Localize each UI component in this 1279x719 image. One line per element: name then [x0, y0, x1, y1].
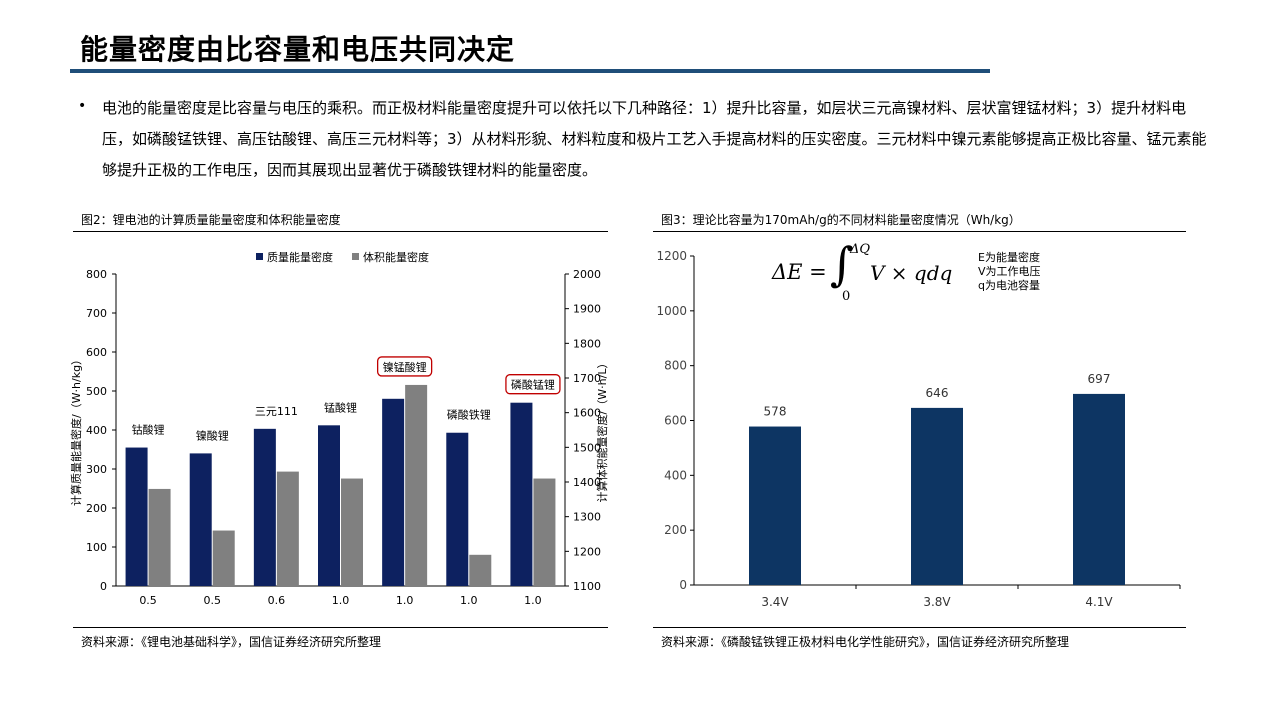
bar: [749, 426, 801, 585]
x-tick-label: 0.5: [203, 594, 221, 607]
y-tick-label: 1000: [656, 304, 687, 318]
formula-note: V为工作电压: [978, 265, 1041, 278]
material-label: 镍酸锂: [196, 428, 229, 442]
y-tick-label: 0: [679, 578, 687, 592]
y-axis-title: 计算质量能量密度/（W·h/kg）: [69, 354, 83, 506]
formula-lower-limit: 0: [842, 289, 851, 304]
formula-upper-limit: ΔQ: [850, 242, 871, 257]
legend-swatch: [256, 253, 263, 260]
x-tick-label: 1.0: [460, 594, 478, 607]
material-label: 磷酸锰锂: [511, 378, 555, 392]
formula-note: q为电池容量: [978, 279, 1040, 292]
y-tick-label: 400: [664, 468, 687, 482]
bar-mass-density: [446, 432, 469, 586]
material-label: 三元111: [255, 405, 298, 418]
bar-mass-density: [510, 402, 533, 586]
x-tick-label: 1.0: [524, 594, 542, 607]
formula-integrand: V × qdq: [870, 261, 953, 285]
y-tick-label: 400: [86, 424, 107, 437]
bar: [1073, 393, 1125, 585]
bar: [911, 407, 963, 585]
highlight-box: [505, 374, 561, 395]
x-tick-label: 1.0: [396, 594, 414, 607]
right-chart-caption: 图3：理论比容量为170mAh/g的不同材料能量密度情况（Wh/kg）: [661, 213, 1021, 227]
y2-tick-label: 1100: [573, 580, 601, 593]
left-chart-caption: 图2：锂电池的计算质量能量密度和体积能量密度: [81, 213, 341, 227]
highlight-box: [376, 356, 433, 377]
left-source-rule: [73, 627, 608, 628]
left-bar-chart: 0 100 200 300 400 500 600 700 800 1100 1200 1300 140…: [69, 250, 609, 607]
bar-volume-density: [533, 478, 556, 586]
x-tick-label: 3.4V: [761, 595, 789, 609]
bar-mass-density: [318, 425, 340, 586]
y2-tick-label: 1800: [573, 337, 601, 350]
material-label: 钴酸锂: [132, 423, 165, 437]
y2-axis-title: 计算体积能量密度/（W·h/L）: [595, 358, 609, 503]
y-tick-label: 600: [86, 346, 107, 359]
bar-volume-density: [405, 384, 428, 586]
formula-note: E为能量密度: [978, 251, 1040, 264]
right-bar-chart: 0 200 400 600 800 1000 1200 578 3.4V 646 3.8V 697 4.…: [656, 249, 1181, 609]
material-label: 镍锰酸锂: [383, 360, 427, 374]
formula-lhs: ΔE =: [772, 260, 834, 284]
y2-tick-label: 1600: [573, 407, 601, 420]
material-label: 锰酸锂: [324, 400, 357, 414]
y-tick-label: 100: [86, 541, 107, 554]
x-tick-label: 0.5: [139, 594, 157, 607]
legend-label: 体积能量密度: [363, 250, 429, 264]
x-tick-label: 4.1V: [1085, 595, 1113, 609]
x-tick-label: 0.6: [268, 594, 286, 607]
y-tick-label: 200: [664, 523, 687, 537]
data-label: 578: [764, 405, 787, 419]
y-tick-label: 800: [86, 268, 107, 281]
y2-tick-label: 1700: [573, 372, 601, 385]
x-tick-label: 3.8V: [923, 595, 951, 609]
bar-mass-density: [189, 453, 212, 586]
y-tick-label: 1200: [656, 249, 687, 263]
right-caption-rule: [653, 231, 1186, 232]
left-caption-rule: [73, 231, 608, 232]
formula-notes: E为能量密度 V为工作电压 q为电池容量: [978, 251, 1041, 293]
y2-tick-label: 1900: [573, 303, 601, 316]
y2-tick-label: 1400: [573, 476, 601, 489]
y-tick-label: 800: [664, 359, 687, 373]
y-tick-label: 200: [86, 502, 107, 515]
bar-volume-density: [341, 478, 363, 586]
bar-mass-density: [125, 447, 148, 586]
y2-tick-label: 2000: [573, 268, 601, 281]
bar-volume-density: [276, 471, 299, 586]
y-tick-label: 700: [86, 307, 107, 320]
bar-mass-density: [382, 398, 405, 586]
bar-volume-density: [212, 530, 235, 586]
y-tick-label: 500: [86, 385, 107, 398]
y-tick-label: 0: [100, 580, 107, 593]
bar-volume-density: [469, 554, 492, 586]
energy-formula: ΔE = ∫ ΔQ 0 V × qdq: [772, 237, 972, 307]
data-label: 646: [926, 386, 949, 400]
legend-label: 质量能量密度: [267, 250, 333, 264]
left-source: 资料来源：《锂电池基础科学》，国信证券经济研究所整理: [81, 635, 382, 649]
data-label: 697: [1088, 372, 1111, 386]
material-label: 磷酸铁锂: [447, 408, 491, 422]
bullet-marker: •: [78, 98, 87, 114]
bullet-paragraph: 电池的能量密度是比容量与电压的乘积。而正极材料能量密度提升可以依托以下几种路径：…: [102, 99, 1207, 179]
title-underline: [70, 69, 990, 73]
page-title: 能量密度由比容量和电压共同决定: [80, 33, 516, 66]
y2-tick-label: 1200: [573, 545, 601, 558]
y2-tick-label: 1300: [573, 511, 601, 524]
y2-tick-label: 1500: [573, 441, 601, 454]
right-source: 资料来源：《磷酸锰铁锂正极材料电化学性能研究》，国信证券经济研究所整理: [661, 635, 1070, 649]
x-tick-label: 1.0: [332, 594, 350, 607]
bar-volume-density: [148, 488, 171, 586]
legend-swatch: [352, 253, 359, 260]
integral-sign: ∫: [830, 237, 854, 291]
y-tick-label: 300: [86, 463, 107, 476]
y-tick-label: 600: [664, 414, 687, 428]
bar-mass-density: [253, 428, 276, 586]
right-source-rule: [653, 627, 1186, 628]
